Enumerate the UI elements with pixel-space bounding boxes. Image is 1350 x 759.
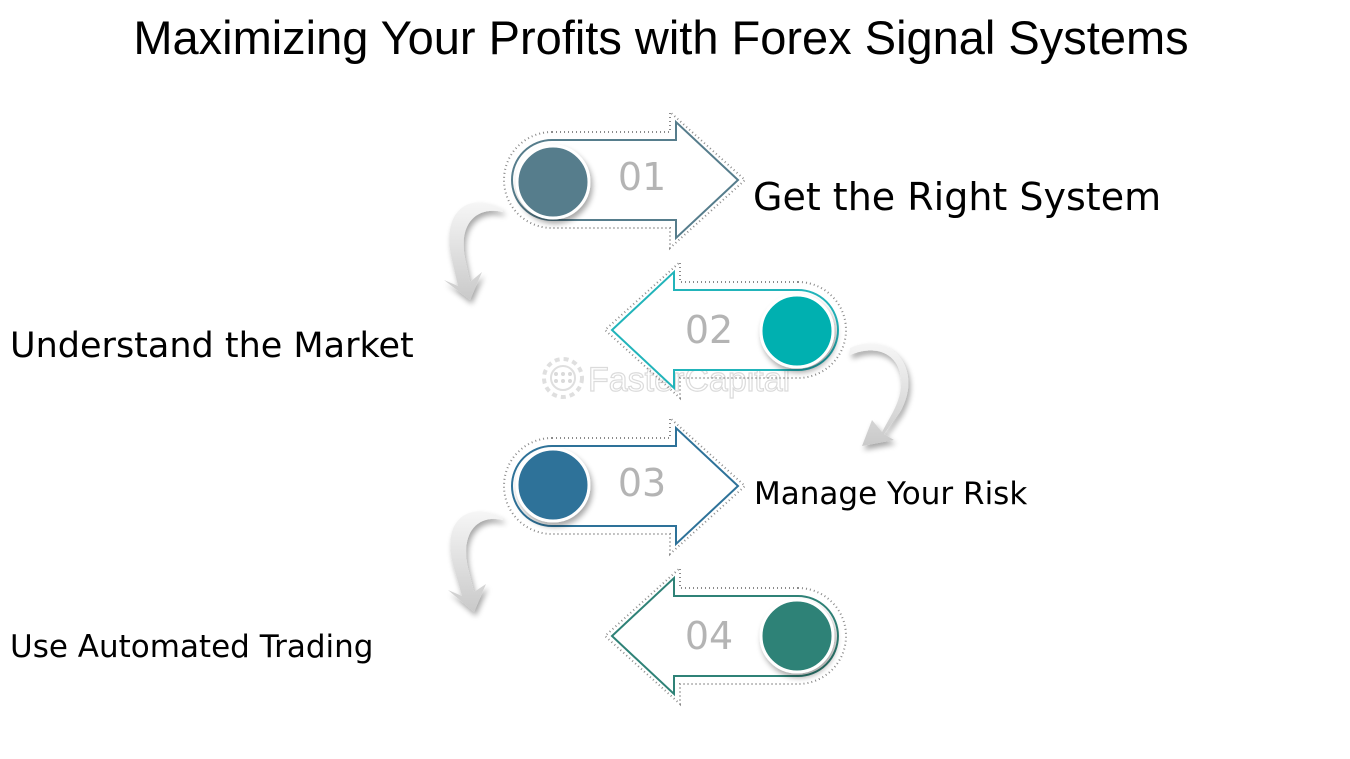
curved-arrow-icon [444,202,503,300]
step-2-circle [759,293,835,369]
curved-arrow-icon [448,511,503,612]
step-2-number: 02 [685,308,733,352]
curved-arrow-icon [850,343,909,446]
step-1-circle [515,144,591,220]
diagram-title: Maximizing Your Profits with Forex Signa… [133,11,1189,64]
step-1-number: 01 [618,155,666,199]
step-4-circle [759,598,835,674]
step-3-label: Manage Your Risk [754,476,1028,512]
gear-icon [542,357,584,399]
step-2-label: Understand the Market [10,326,414,366]
step-3-number: 03 [618,461,666,505]
step-4-label: Use Automated Trading [10,629,374,665]
step-4-number: 04 [685,614,733,658]
step-1-label: Get the Right System [753,175,1162,219]
step-3-circle [515,447,591,523]
